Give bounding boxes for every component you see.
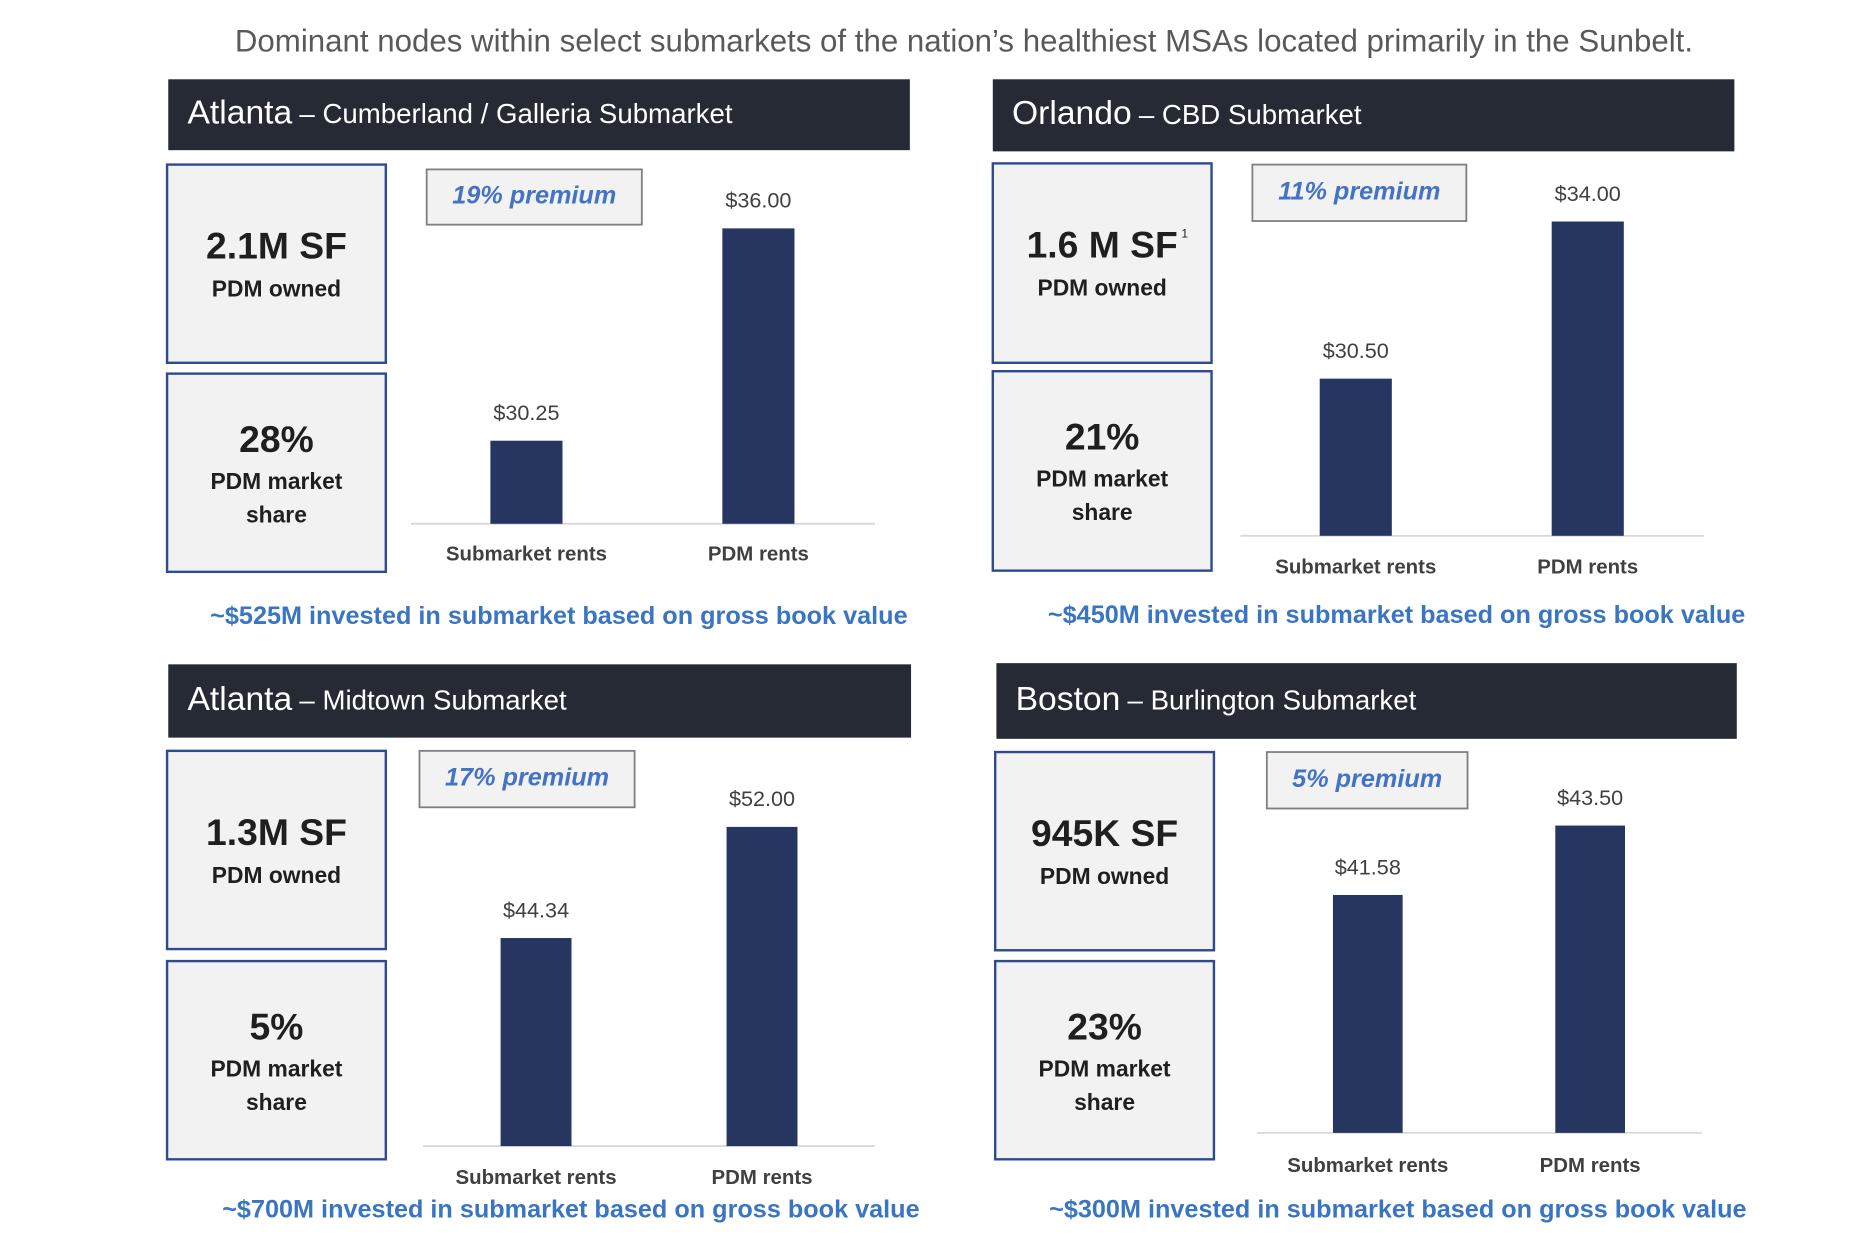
category-label: Submarket rents — [456, 1167, 617, 1189]
bar — [1319, 378, 1392, 536]
value-label: $43.50 — [1557, 785, 1623, 810]
stat-label: PDM market — [1039, 1055, 1171, 1081]
panel-title: Atlanta — [188, 681, 293, 718]
value-label: $30.50 — [1323, 338, 1389, 363]
stat-label: share — [1074, 1089, 1135, 1115]
value-label: $41.58 — [1335, 854, 1401, 879]
premium-label: 11% premium — [1278, 177, 1440, 205]
panel-subtitle: – CBD Submarket — [1139, 99, 1362, 130]
premium-label: 19% premium — [452, 182, 616, 210]
category-label: Submarket rents — [1287, 1155, 1448, 1177]
bar — [1555, 825, 1625, 1133]
footnote-marker: 1 — [1181, 226, 1188, 240]
stat-box — [165, 959, 388, 1161]
investment-note: ~$525M invested in submarket based on gr… — [210, 602, 907, 630]
panel-header — [992, 79, 1735, 152]
slide-title: Dominant nodes within select submarkets … — [235, 24, 1693, 59]
bar — [1332, 894, 1403, 1133]
stat-label: PDM owned — [212, 276, 341, 302]
investment-note: ~$700M invested in submarket based on gr… — [222, 1196, 919, 1224]
bar — [726, 826, 798, 1147]
stat-label: PDM owned — [212, 862, 341, 888]
stat-box — [993, 959, 1216, 1161]
bar — [500, 938, 572, 1147]
stat-box — [993, 750, 1216, 952]
panel-header — [168, 79, 910, 151]
value-label: $34.00 — [1555, 181, 1621, 206]
stat-label: PDM owned — [1040, 863, 1169, 889]
category-label: Submarket rents — [1275, 557, 1436, 579]
investment-note: ~$300M invested in submarket based on gr… — [1049, 1196, 1746, 1224]
premium-box — [418, 749, 636, 809]
premium-box — [1251, 163, 1468, 222]
stat-box — [165, 163, 388, 365]
stat-value: 21% — [1065, 416, 1140, 458]
stat-label: PDM market — [210, 1055, 342, 1081]
stat-value: 28% — [239, 418, 314, 460]
bar — [722, 228, 795, 524]
stat-box — [165, 372, 388, 574]
stat-label: PDM market — [1036, 466, 1168, 492]
category-label: PDM rents — [712, 1167, 813, 1189]
stat-box — [165, 749, 388, 951]
stat-value: 1.3M SF — [206, 811, 347, 853]
panel-header — [168, 664, 912, 738]
stat-value: 5% — [250, 1005, 304, 1047]
panel-title: Atlanta — [188, 95, 293, 132]
stat-label: PDM owned — [1037, 275, 1166, 301]
stat-label: share — [246, 1089, 307, 1115]
value-label: $36.00 — [725, 188, 791, 213]
premium-label: 17% premium — [445, 764, 609, 792]
stat-box — [991, 162, 1213, 365]
panel-subtitle: – Midtown Submarket — [299, 684, 567, 715]
panel-title: Boston — [1016, 681, 1121, 718]
category-label: Submarket rents — [446, 543, 607, 565]
value-label: $44.34 — [503, 897, 569, 922]
category-label: PDM rents — [708, 543, 809, 565]
stat-label: share — [246, 502, 307, 528]
bar — [1551, 221, 1624, 536]
value-label: $52.00 — [729, 786, 795, 811]
stat-value: 1.6 M SF — [1027, 223, 1178, 265]
panel-header — [996, 663, 1737, 739]
category-label: PDM rents — [1540, 1155, 1641, 1177]
stat-label: PDM market — [210, 468, 342, 494]
stat-value: 2.1M SF — [206, 225, 347, 267]
stat-value: 23% — [1067, 1005, 1142, 1047]
stat-value: 945K SF — [1031, 812, 1178, 854]
investment-note: ~$450M invested in submarket based on gr… — [1048, 601, 1745, 629]
bar — [490, 440, 563, 524]
panel-subtitle: – Burlington Submarket — [1128, 684, 1417, 715]
premium-label: 5% premium — [1292, 765, 1442, 793]
premium-box — [425, 168, 643, 226]
stat-label: share — [1072, 499, 1133, 525]
premium-box — [1265, 751, 1469, 810]
stat-box — [991, 370, 1213, 572]
panel-title: Orlando — [1012, 95, 1132, 132]
category-label: PDM rents — [1537, 557, 1638, 579]
value-label: $30.25 — [493, 400, 559, 425]
panel-subtitle: – Cumberland / Galleria Submarket — [299, 98, 732, 129]
